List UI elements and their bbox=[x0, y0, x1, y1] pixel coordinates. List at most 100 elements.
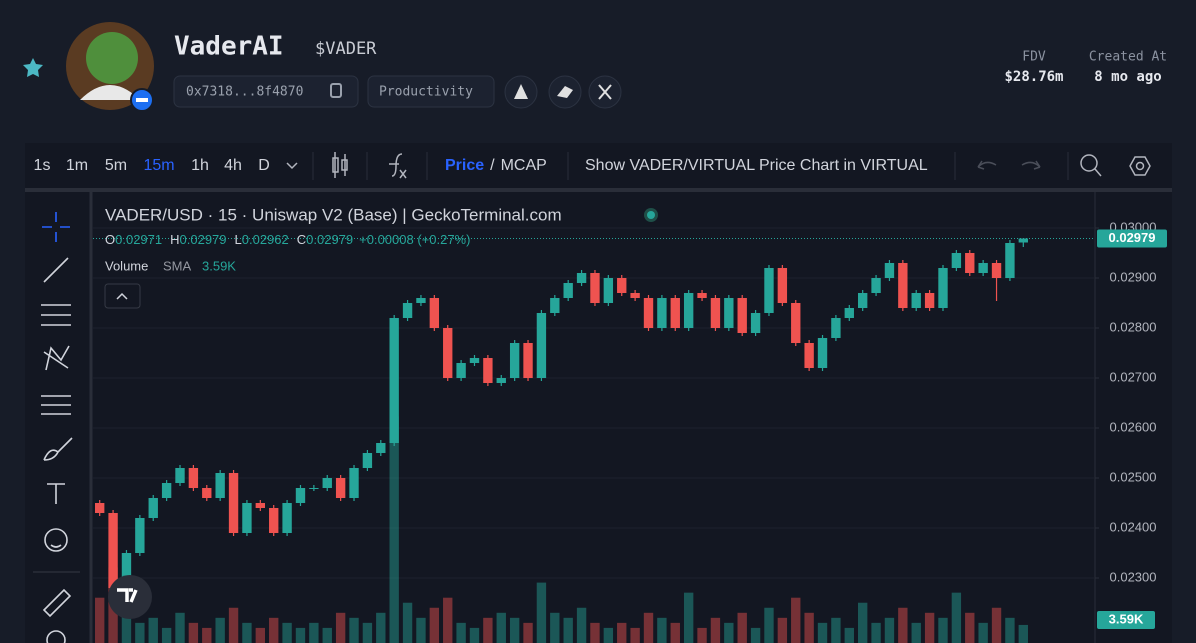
toggle-option[interactable]: MCAP bbox=[501, 157, 547, 174]
volume-legend-name: Volume bbox=[105, 258, 148, 273]
volume-bar bbox=[617, 622, 627, 643]
collapse-legend[interactable] bbox=[104, 283, 141, 309]
candle-body bbox=[550, 298, 560, 313]
volume-bar bbox=[791, 597, 801, 643]
candle-body bbox=[764, 268, 774, 313]
avatar-body bbox=[80, 85, 140, 100]
interval-button[interactable]: 1s bbox=[34, 157, 51, 174]
crosshair-tool[interactable] bbox=[42, 212, 70, 242]
volume-bar bbox=[483, 617, 493, 643]
undo-icon[interactable] bbox=[977, 160, 997, 170]
pair-chart-button[interactable]: Show VADER/VIRTUAL Price Chart in VIRTUA… bbox=[585, 157, 928, 174]
volume-bar bbox=[911, 622, 921, 643]
text-tool[interactable] bbox=[47, 483, 65, 504]
volume-bar bbox=[496, 612, 506, 643]
trend-line-tool[interactable] bbox=[43, 257, 69, 283]
redo-icon[interactable] bbox=[1021, 160, 1041, 170]
volume-bar bbox=[215, 617, 225, 643]
candle-body bbox=[991, 263, 1002, 278]
volume-bar bbox=[657, 617, 667, 643]
interval-button[interactable]: 1h bbox=[191, 157, 209, 174]
candle-body bbox=[791, 303, 801, 343]
interval-button[interactable]: 5m bbox=[105, 157, 127, 174]
link-glyph bbox=[557, 86, 573, 98]
candle-body bbox=[376, 443, 386, 453]
volume-bar bbox=[1005, 617, 1015, 643]
volume-bar bbox=[376, 612, 386, 643]
candle-body bbox=[697, 293, 707, 298]
interval-button[interactable]: D bbox=[258, 157, 270, 174]
last-price-badge bbox=[1097, 229, 1167, 248]
volume-bar bbox=[443, 597, 453, 643]
address-chip[interactable] bbox=[173, 75, 359, 108]
candle-body bbox=[737, 298, 747, 333]
zoom-tool[interactable] bbox=[46, 630, 66, 643]
emoji-tool[interactable] bbox=[44, 528, 68, 552]
fib-tool[interactable] bbox=[41, 304, 71, 326]
candle-body bbox=[483, 358, 493, 383]
favorite-star[interactable] bbox=[23, 58, 43, 77]
candle-body bbox=[335, 478, 346, 498]
copy-icon[interactable] bbox=[330, 83, 342, 98]
candle-body bbox=[108, 513, 118, 588]
candle-body bbox=[871, 278, 881, 293]
candle-body bbox=[938, 268, 948, 308]
candle-body bbox=[469, 358, 480, 363]
candle-body bbox=[777, 268, 788, 303]
volume-bar bbox=[951, 592, 962, 643]
link-glyph bbox=[514, 84, 528, 99]
volume-bar bbox=[349, 617, 359, 643]
interval-button[interactable]: 15m bbox=[143, 157, 174, 174]
candle-body bbox=[121, 553, 132, 588]
volume-bar bbox=[402, 602, 413, 643]
candle-body bbox=[724, 298, 734, 328]
screenshot-icon[interactable] bbox=[1080, 154, 1102, 177]
volume-bar bbox=[831, 617, 841, 643]
candle-body bbox=[924, 293, 935, 308]
ruler-tool[interactable] bbox=[42, 588, 72, 618]
brush-tool[interactable] bbox=[43, 437, 73, 461]
y-tick-label: 0.02300 bbox=[1110, 569, 1157, 584]
volume-bar bbox=[710, 617, 721, 643]
candle-body bbox=[322, 478, 332, 488]
pattern-tool[interactable] bbox=[43, 345, 70, 371]
volume-bar bbox=[643, 612, 654, 643]
candle-body bbox=[456, 363, 466, 378]
candle-body bbox=[95, 503, 105, 513]
emoji-mouth bbox=[50, 544, 62, 548]
indicators-icon[interactable] bbox=[389, 153, 407, 179]
toggle-option[interactable]: Price bbox=[445, 157, 484, 174]
volume-bar bbox=[456, 622, 466, 643]
candle-type-icon[interactable] bbox=[332, 152, 348, 178]
candle-body bbox=[951, 253, 962, 268]
price-mcap-toggle[interactable]: Price / MCAP bbox=[445, 157, 547, 174]
ohlc-value: 0.02971 bbox=[115, 232, 162, 247]
stat-value: 8 mo ago bbox=[1094, 69, 1161, 85]
candle-body bbox=[282, 503, 292, 533]
volume-bar bbox=[871, 622, 881, 643]
volume-bar bbox=[965, 612, 975, 643]
volume-bar bbox=[1018, 624, 1028, 643]
candle-body bbox=[884, 263, 895, 278]
volume-bar bbox=[670, 622, 680, 643]
tv-logo[interactable] bbox=[108, 575, 152, 619]
interval-dropdown[interactable] bbox=[286, 162, 298, 170]
settings-icon[interactable] bbox=[1129, 156, 1151, 176]
candle-body bbox=[429, 298, 440, 328]
ohlc-key: O bbox=[105, 232, 115, 247]
volume-bar bbox=[161, 627, 172, 643]
candle-body bbox=[523, 343, 533, 378]
forecast-tool[interactable] bbox=[41, 395, 71, 415]
volume-bar bbox=[389, 416, 399, 643]
volume-bar bbox=[469, 627, 480, 643]
volume-bar bbox=[697, 627, 707, 643]
volume-bar bbox=[857, 602, 868, 643]
volume-bar bbox=[429, 607, 440, 643]
interval-button[interactable]: 1m bbox=[66, 157, 88, 174]
volume-bar bbox=[282, 622, 292, 643]
category: Productivity bbox=[379, 85, 473, 100]
candle-body bbox=[911, 293, 921, 308]
interval-button[interactable]: 4h bbox=[224, 157, 242, 174]
y-tick-label: 0.02400 bbox=[1110, 519, 1157, 534]
candle-body bbox=[643, 298, 654, 328]
